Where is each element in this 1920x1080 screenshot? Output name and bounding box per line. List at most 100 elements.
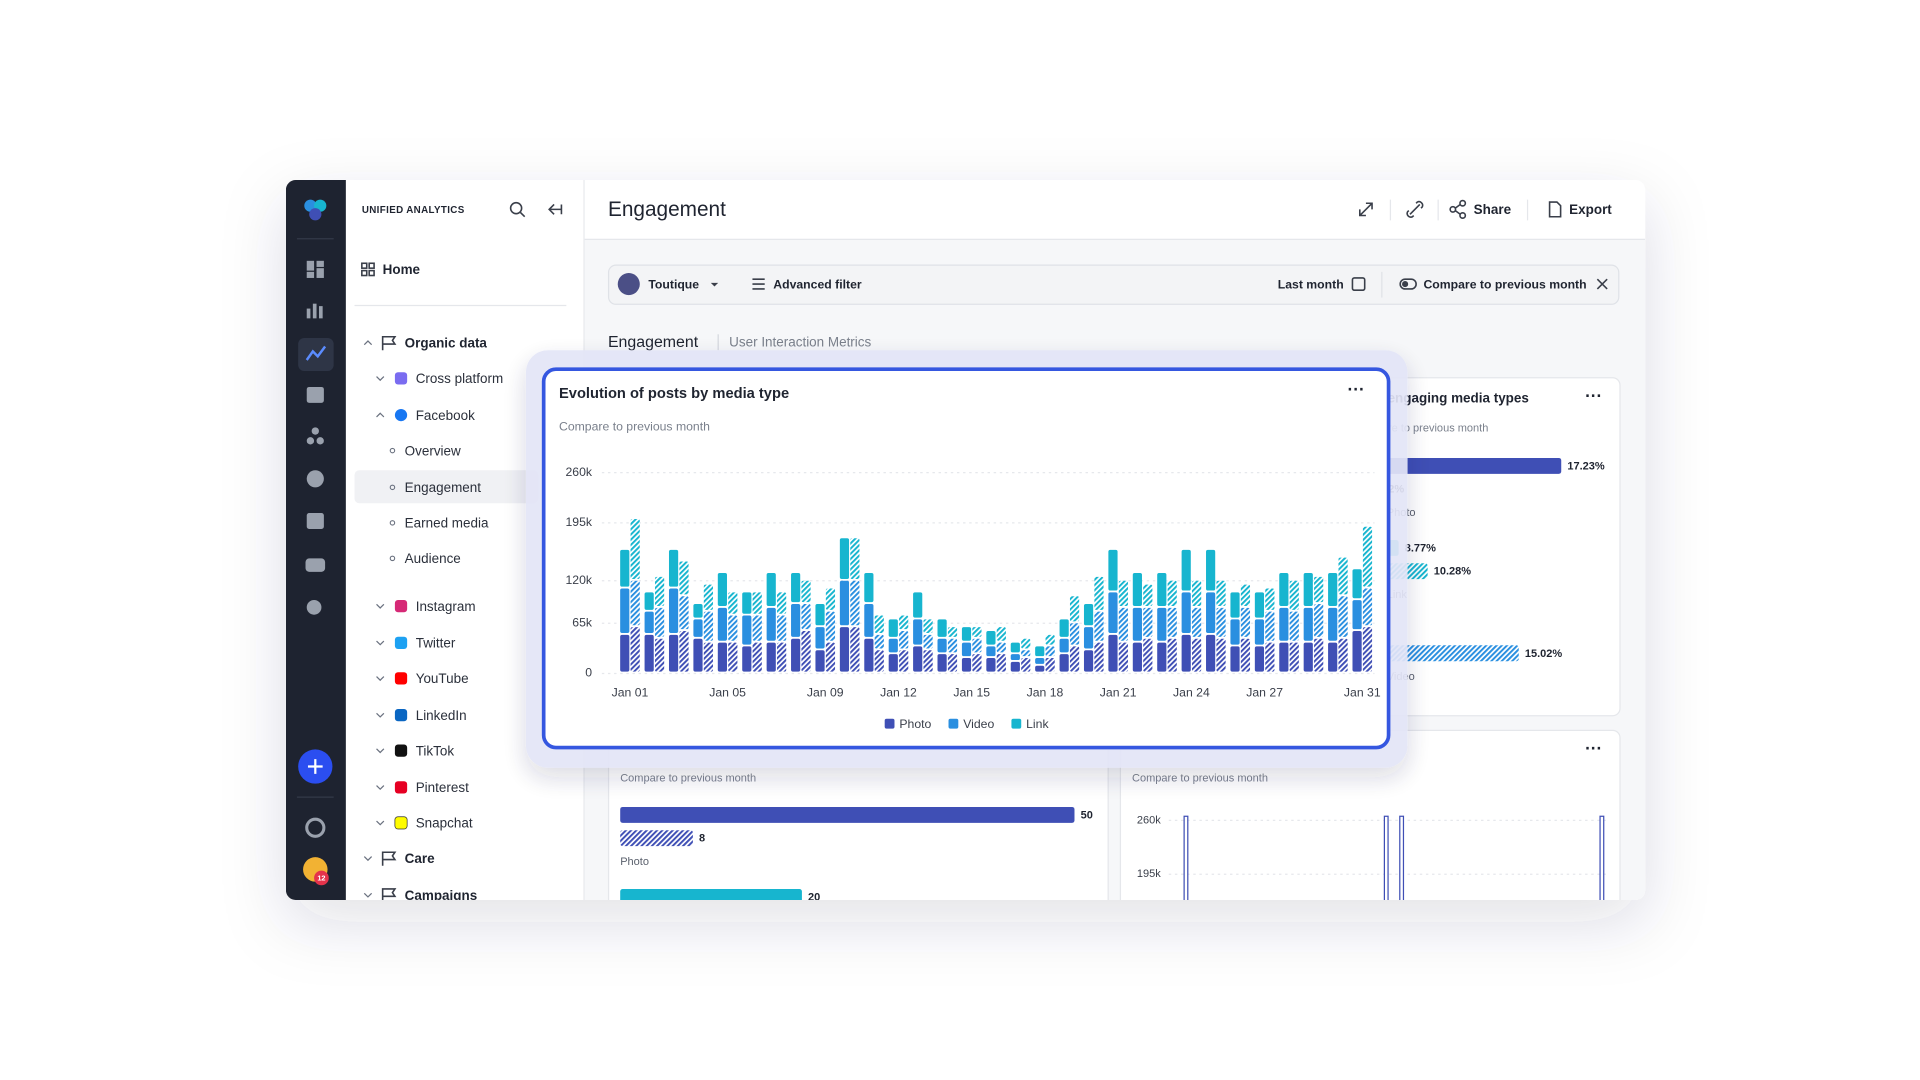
rail-audience[interactable] xyxy=(306,427,324,445)
rail-calendar[interactable] xyxy=(306,386,324,403)
nav-item[interactable]: Audience xyxy=(405,551,461,566)
previous-bar-segment xyxy=(654,576,665,606)
clear-compare[interactable] xyxy=(1596,278,1608,290)
toggle[interactable] xyxy=(1399,278,1417,290)
value-label: 17.23% xyxy=(1567,460,1605,472)
x-tick-label: Jan 31 xyxy=(1344,685,1381,699)
bar-segment xyxy=(839,580,850,626)
settings[interactable] xyxy=(305,817,326,838)
trend-chart: 195k 260k xyxy=(1137,814,1610,900)
previous-bar-segment xyxy=(703,584,713,610)
bar-segment xyxy=(1279,642,1289,672)
value-label: 8.77% xyxy=(1405,542,1436,554)
bar-segment xyxy=(668,634,679,672)
bar-segment xyxy=(937,638,947,653)
nav-list: Organic data Cross platform Facebook Overvi… xyxy=(363,336,503,903)
badge-count: 12 xyxy=(317,874,325,883)
platform-icon xyxy=(394,816,408,830)
collapse-icon[interactable] xyxy=(548,203,563,215)
bar-segment xyxy=(1254,592,1265,618)
nav-item[interactable]: Cross platform xyxy=(416,371,503,386)
rail-media[interactable] xyxy=(306,513,324,529)
previous-bar-segment xyxy=(1167,607,1177,637)
nav-home[interactable]: Home xyxy=(383,262,421,277)
account-select[interactable]: Toutique xyxy=(648,278,699,292)
bullet xyxy=(389,520,396,526)
bar-segment xyxy=(1230,619,1240,645)
main-chart: 0 65k 120k 195k 260k Jan 01 Jan 05 Jan 09 Jan 12… xyxy=(566,465,1381,731)
section-title: Engagement xyxy=(608,334,699,351)
card-menu[interactable]: ··· xyxy=(1585,738,1602,758)
previous-bar-segment xyxy=(1289,611,1299,641)
chart-menu[interactable]: ··· xyxy=(1348,379,1365,399)
nav-item[interactable]: Instagram xyxy=(416,599,476,614)
share-button[interactable]: Share xyxy=(1474,202,1512,217)
bar-segment xyxy=(693,619,703,637)
nav-item[interactable]: TikTok xyxy=(416,743,455,758)
legend-label: Video xyxy=(963,717,994,731)
nav-item[interactable]: Organic data xyxy=(405,336,488,351)
nav-item[interactable]: LinkedIn xyxy=(416,708,467,723)
badge xyxy=(314,870,329,886)
card-menu[interactable]: ··· xyxy=(1585,385,1602,405)
previous-bar-segment xyxy=(777,615,787,641)
bar-segment xyxy=(1181,549,1191,591)
bullet xyxy=(389,484,396,491)
rail-dashboard[interactable] xyxy=(306,260,324,278)
compare-toggle[interactable]: Compare to previous month xyxy=(1423,278,1586,292)
nav-item[interactable]: Campaigns xyxy=(405,888,478,903)
rail-weather[interactable] xyxy=(306,600,322,615)
export-button[interactable]: Export xyxy=(1569,202,1612,217)
chevron xyxy=(363,340,373,346)
bar-segment xyxy=(1035,658,1045,664)
rail-bot[interactable] xyxy=(305,558,326,572)
nav-item[interactable]: Pinterest xyxy=(416,780,469,795)
bar-segment xyxy=(864,573,874,603)
filter-icon xyxy=(752,278,765,290)
search-icon[interactable] xyxy=(509,201,526,218)
bar-segment xyxy=(1254,619,1265,645)
chevron xyxy=(376,603,385,609)
bar xyxy=(620,806,1075,823)
previous-bar-segment xyxy=(825,642,836,672)
nav-item[interactable]: Twitter xyxy=(416,636,456,651)
x-tick-label: Jan 15 xyxy=(953,685,990,699)
previous-bar-segment xyxy=(1216,607,1226,637)
value-label: 15.02% xyxy=(1525,648,1563,660)
expand-icon[interactable] xyxy=(1359,202,1373,217)
nav-item[interactable]: Snapchat xyxy=(416,816,473,831)
calendar-icon xyxy=(1351,277,1366,291)
share-icon[interactable] xyxy=(1449,199,1467,220)
bar-segment xyxy=(815,650,825,672)
chevron xyxy=(363,892,373,898)
link-icon[interactable] xyxy=(1406,200,1424,218)
bar-segment xyxy=(1303,573,1313,606)
previous-bar-segment xyxy=(874,615,884,634)
rail-analytics[interactable] xyxy=(305,345,327,361)
value-label: 50 xyxy=(1081,809,1093,821)
export-icon[interactable] xyxy=(1548,201,1562,218)
nav-item[interactable]: Facebook xyxy=(416,408,475,423)
period-select[interactable]: Last month xyxy=(1278,278,1344,292)
bar-segment xyxy=(1059,619,1069,637)
y-tick-label: 260k xyxy=(566,465,593,479)
previous-bar-segment xyxy=(777,642,787,672)
previous-bar-segment xyxy=(1167,580,1177,606)
bar-segment xyxy=(1108,592,1118,634)
bar-segment xyxy=(986,658,996,672)
nav-item[interactable]: Overview xyxy=(405,443,461,458)
nav-item[interactable]: Earned media xyxy=(405,516,489,531)
nav-item[interactable]: YouTube xyxy=(416,671,469,686)
previous-bar-segment xyxy=(654,607,665,637)
nav-item[interactable]: Care xyxy=(405,851,435,866)
rail-reports[interactable] xyxy=(306,303,323,319)
previous-bar-segment xyxy=(1143,638,1153,672)
previous-bar-segment xyxy=(1143,607,1153,637)
advanced-filter[interactable]: Advanced filter xyxy=(773,278,862,292)
nav-item[interactable]: Engagement xyxy=(405,480,482,495)
bar-segment xyxy=(620,634,630,672)
previous-bar-segment xyxy=(679,630,689,672)
rail-listening[interactable] xyxy=(306,470,324,488)
previous-bar-segment xyxy=(1314,576,1324,603)
bar-segment xyxy=(742,615,752,645)
